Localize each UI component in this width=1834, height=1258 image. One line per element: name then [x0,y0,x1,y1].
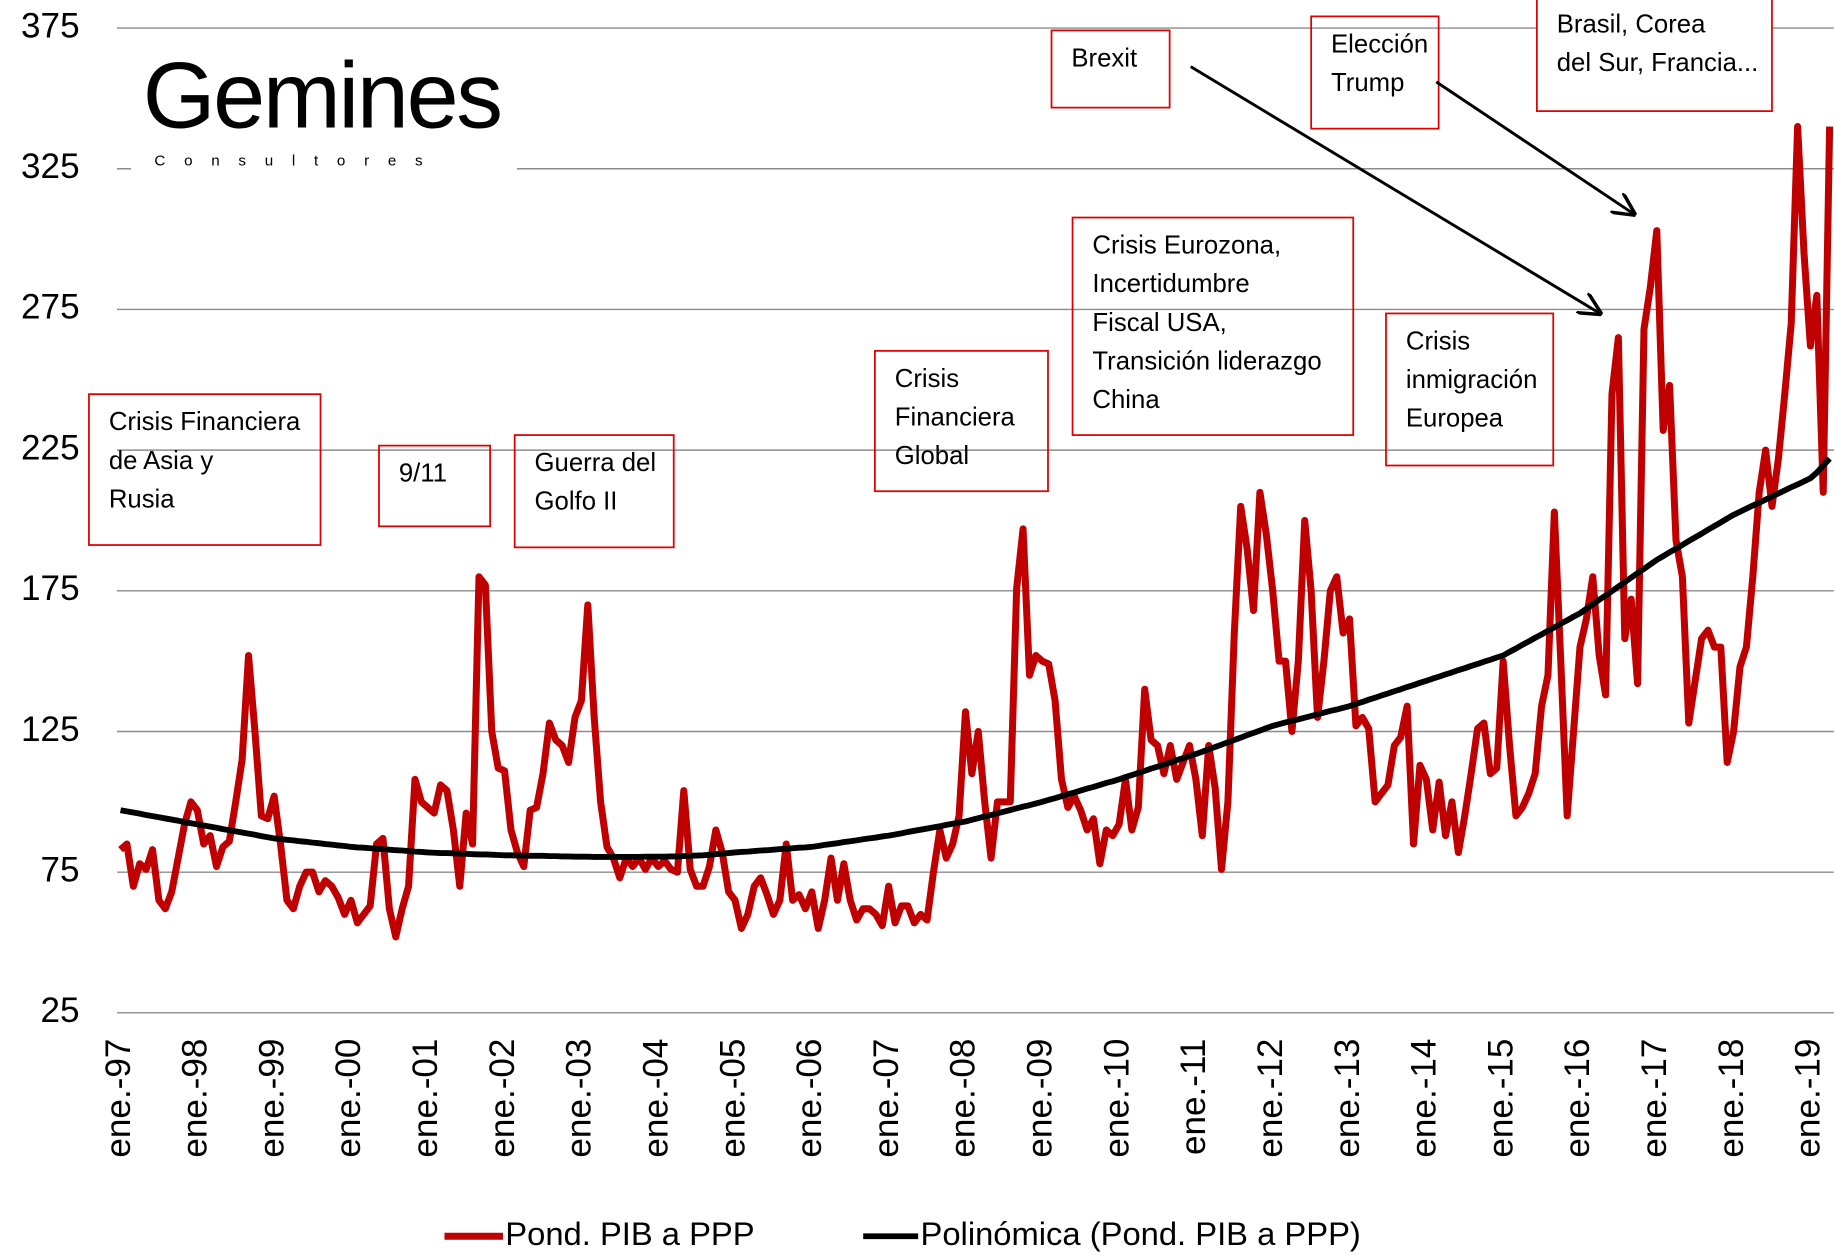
x-tick-label: ene.-16 [1558,1039,1597,1158]
x-tick-label: ene.-00 [329,1039,368,1158]
x-tick-label: ene.-09 [1021,1039,1060,1158]
y-tick-label: 175 [21,569,80,608]
x-tick-label: ene.-15 [1481,1039,1520,1158]
annotation-text: Crisis [1406,327,1470,355]
annotation-box [1050,29,1171,109]
logo-name: Gemines [143,43,501,148]
annotation-box [513,434,675,549]
logo-background [131,49,518,178]
x-tick-label: ene.-01 [406,1039,445,1158]
annotation-box [1071,216,1355,436]
series-line [118,123,1834,941]
legend-label: Pond. PIB a PPP [505,1215,754,1252]
annotation-box [874,349,1049,493]
annotation-text: Crisis Eurozona, [1092,232,1281,260]
x-tick-label: ene.-14 [1405,1039,1444,1158]
annotation-text: Brexit [1071,44,1137,72]
annotation-text: Global [895,442,969,470]
x-tick-label: ene.-10 [1097,1039,1136,1158]
annotation-text: de Asia y [109,447,214,475]
annotation-text: Financiera [895,404,1016,432]
y-tick-label: 325 [21,147,80,186]
annotation-box [1536,0,1773,112]
y-tick-label: 125 [21,710,80,749]
annotation-text: China [1092,386,1160,414]
annotation-box [378,444,491,528]
annotation-text: Crisis [895,365,959,393]
x-tick-label: ene.-05 [713,1039,752,1158]
x-tick-label: ene.-02 [483,1039,522,1158]
annotation-arrow [1435,80,1634,214]
x-tick-label: ene.-03 [560,1039,599,1158]
y-tick-label: 375 [21,6,80,45]
annotation-text: Rusia [109,485,175,513]
x-tick-label: ene.-17 [1635,1039,1674,1158]
annotation-text: Transición liderazgo [1092,347,1321,375]
y-tick-label: 275 [21,288,80,327]
y-tick-label: 225 [21,428,80,467]
annotation-text: inmigración [1406,366,1538,394]
x-tick-label: ene.-12 [1251,1039,1290,1158]
annotation-arrow [1189,65,1600,314]
annotation-text: Elección [1331,30,1428,58]
series-line [120,456,1832,860]
x-tick-label: ene.-13 [1328,1039,1367,1158]
y-tick-label: 75 [41,850,80,889]
x-tick-label: ene.-99 [252,1039,291,1158]
x-tick-label: ene.-11 [1174,1039,1213,1155]
x-tick-label: ene.-07 [867,1039,906,1158]
annotation-box [88,393,322,546]
annotation-text: 9/11 [399,460,447,488]
annotation-text: Europea [1406,405,1504,433]
logo-tagline: Consultores [154,152,441,169]
annotation-text: del Sur, Francia... [1557,49,1759,77]
legend-label: Polinómica (Pond. PIB a PPP) [921,1215,1361,1252]
annotation-box [1310,15,1440,130]
annotation-text: Crisis Financiera [109,408,301,436]
x-tick-label: ene.-97 [99,1039,138,1158]
x-tick-label: ene.-18 [1712,1039,1751,1158]
x-tick-label: ene.-19 [1789,1039,1828,1158]
annotation-text: Trump [1331,69,1404,97]
y-tick-label: 25 [41,991,80,1030]
annotation-text: Guerra del [535,449,657,477]
annotation-text: Incertidumbre [1092,270,1249,298]
annotation-text: Brasil, Corea [1557,11,1706,39]
annotation-box [1385,312,1555,467]
x-tick-label: ene.-08 [944,1039,983,1158]
x-tick-label: ene.-06 [790,1039,829,1158]
x-tick-label: ene.-98 [176,1039,215,1158]
x-tick-label: ene.-04 [636,1039,675,1158]
annotation-text: Golfo II [535,488,618,516]
annotation-text: Fiscal USA, [1092,309,1226,337]
